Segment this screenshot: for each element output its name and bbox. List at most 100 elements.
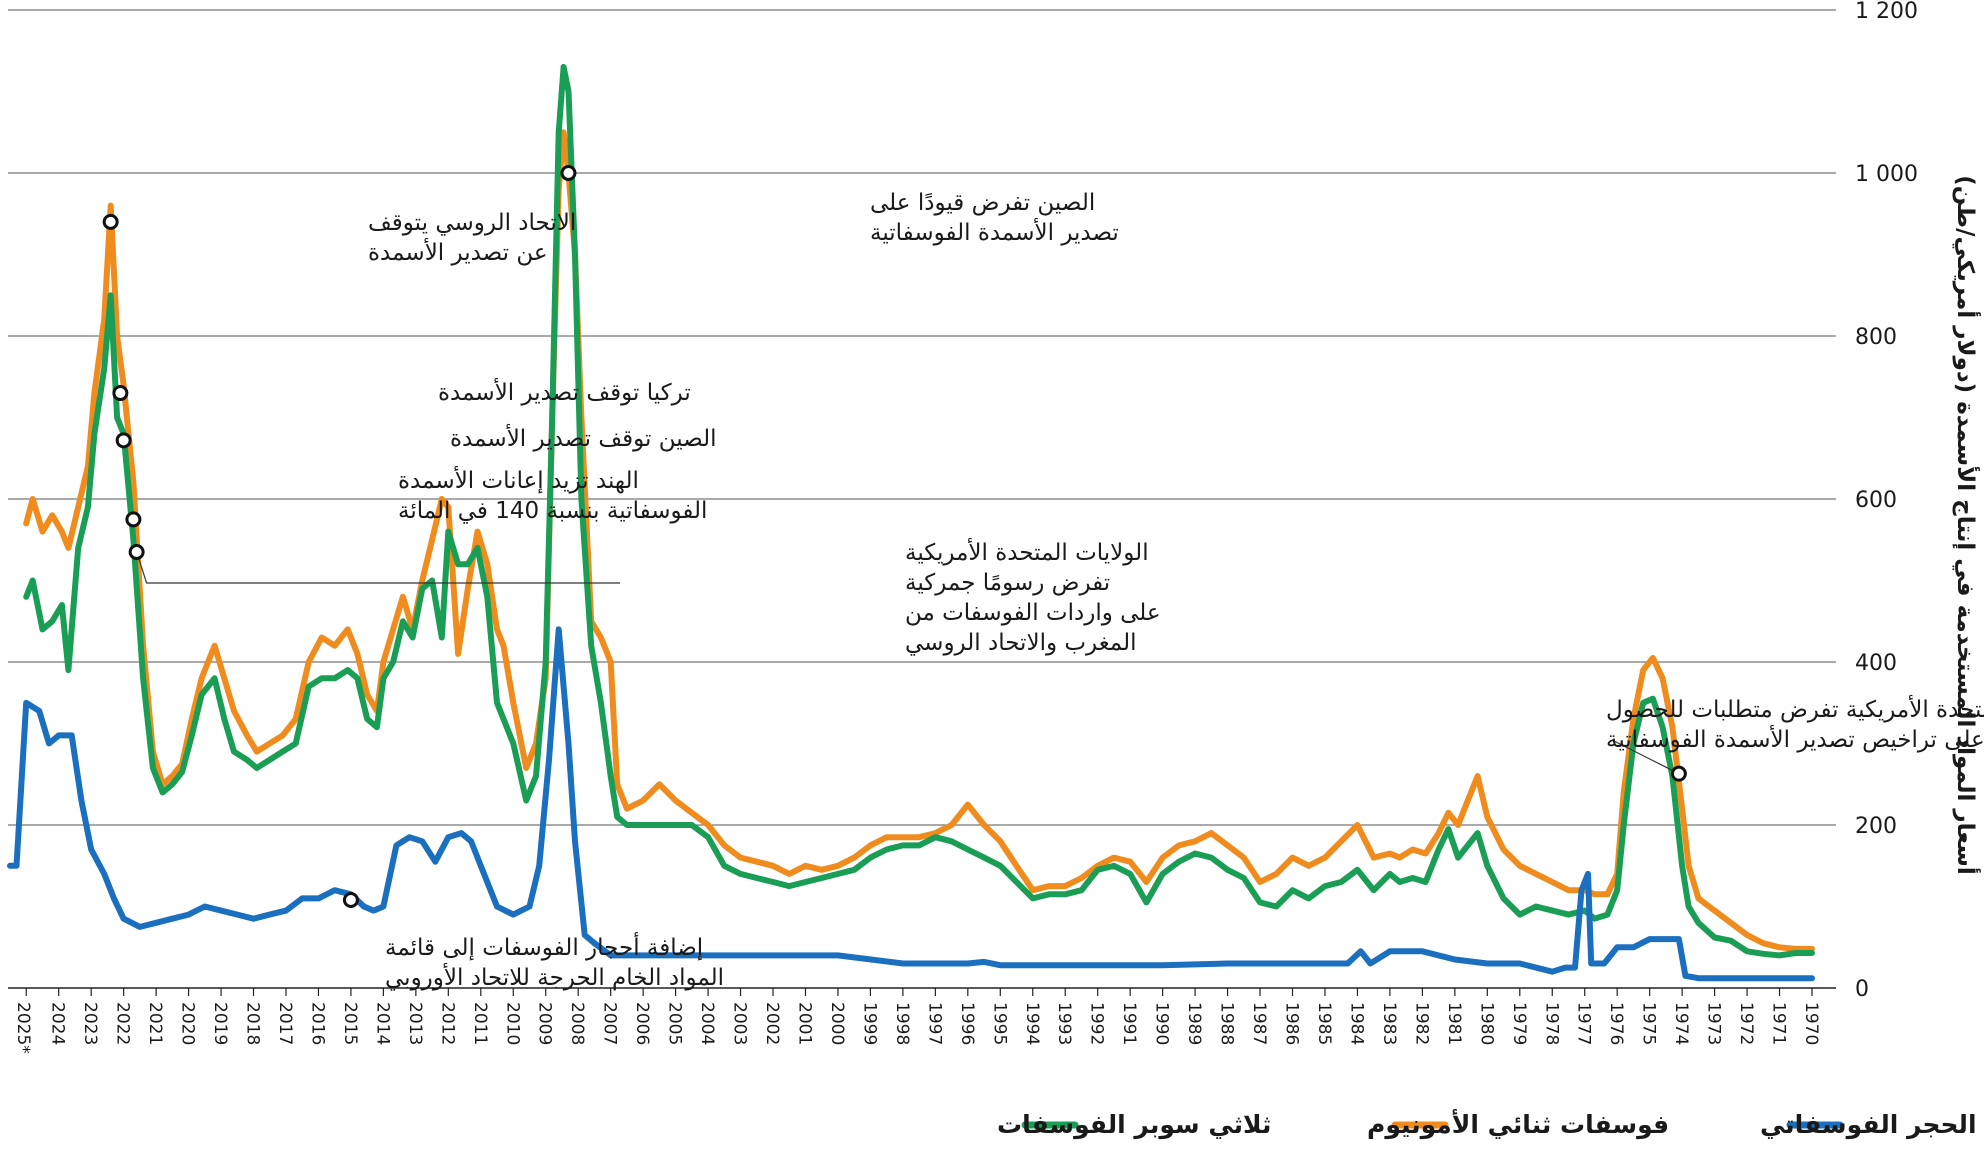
x-tick-label: 1984 bbox=[1346, 1002, 1366, 1045]
legend-label: فوسفات ثنائي الأمونيوم bbox=[1367, 1109, 1669, 1140]
x-tick-label: 2022 bbox=[113, 1002, 133, 1045]
x-tick-label: 1992 bbox=[1087, 1002, 1107, 1045]
x-tick-label: 1994 bbox=[1022, 1002, 1042, 1045]
x-tick-label: 1975 bbox=[1639, 1002, 1659, 1045]
annotation-text: الصين تفرض قيودًا على bbox=[870, 190, 1095, 216]
annotation-marker bbox=[115, 432, 132, 449]
leader-line bbox=[136, 551, 620, 584]
grid-lines bbox=[8, 9, 1836, 989]
x-tick-label: 2017 bbox=[275, 1002, 295, 1045]
series-line-2 bbox=[7, 626, 1815, 982]
x-tick-label: 1995 bbox=[989, 1002, 1009, 1045]
x-tick-label: 1989 bbox=[1184, 1002, 1204, 1045]
x-tick-label: 2018 bbox=[243, 1002, 263, 1045]
x-tick-label: 2014 bbox=[372, 1002, 392, 1045]
x-tick-label: 2007 bbox=[600, 1002, 620, 1045]
annotation-text: الولايات المتحدة الأمريكية bbox=[905, 538, 1149, 566]
x-tick-label: 2004 bbox=[697, 1002, 717, 1045]
x-tick-label: 1978 bbox=[1541, 1002, 1561, 1045]
annotation-text: الولايات المتحدة الأمريكية تفرض متطلبات … bbox=[1606, 695, 1984, 723]
y-tick-label: 400 bbox=[1855, 651, 1897, 676]
annotation-text: تصدير الأسمدة الفوسفاتية bbox=[870, 218, 1119, 246]
annotation-text: الهند تزيد إعانات الأسمدة bbox=[398, 466, 639, 494]
annotation-text: الاتحاد الروسي يتوقف bbox=[368, 210, 576, 236]
x-tick-label: 1991 bbox=[1119, 1002, 1139, 1045]
annotation-marker bbox=[1670, 765, 1687, 782]
legend-label: الحجر الفوسفاتي bbox=[1760, 1110, 1977, 1140]
annotation-marker bbox=[102, 213, 119, 230]
x-tick-label: 2024 bbox=[48, 1002, 68, 1045]
x-tick-label: 1985 bbox=[1314, 1002, 1334, 1045]
y-tick-label: 1 200 bbox=[1855, 0, 1918, 24]
x-tick-label: 2006 bbox=[632, 1002, 652, 1045]
axes: 0 200 400 600 800 1 000 1 200 1970 1971 1972 1973 1… bbox=[13, 0, 1918, 1054]
leader-line bbox=[1611, 739, 1680, 775]
annotation-text: على واردات الفوسفات من bbox=[905, 600, 1161, 626]
x-tick-label: 1970 bbox=[1801, 1002, 1821, 1045]
x-tick-label: 1972 bbox=[1736, 1002, 1756, 1045]
x-tick-label: 2009 bbox=[535, 1002, 555, 1045]
x-tick-label: 2020 bbox=[178, 1002, 198, 1045]
annotation-marker bbox=[128, 543, 145, 560]
x-tick-label: 2023 bbox=[80, 1002, 100, 1045]
x-tick-label: 1971 bbox=[1769, 1002, 1789, 1045]
x-tick-label: 2011 bbox=[470, 1002, 490, 1045]
annotation-text: عن تصدير الأسمدة bbox=[368, 238, 548, 266]
x-tick-label: 1990 bbox=[1152, 1002, 1172, 1045]
x-tick-label: 2005 bbox=[665, 1002, 685, 1045]
x-tick-label: 1982 bbox=[1411, 1002, 1431, 1045]
series-line-0 bbox=[23, 64, 1815, 959]
y-tick-label: 1 000 bbox=[1855, 162, 1918, 187]
x-tick-label: 1974 bbox=[1671, 1002, 1691, 1045]
x-tick-label: 1980 bbox=[1476, 1002, 1496, 1045]
x-tick-label: 2008 bbox=[567, 1002, 587, 1045]
x-tick-label: 1996 bbox=[957, 1002, 977, 1045]
x-tick-label: 1979 bbox=[1509, 1002, 1529, 1045]
x-tick-label: 1999 bbox=[859, 1002, 879, 1045]
annotation-text: الفوسفاتية بنسبة 140 في المائة bbox=[398, 498, 707, 524]
annotation-text: الصين توقف تصدير الأسمدة bbox=[450, 424, 717, 452]
x-tick-label: 1993 bbox=[1054, 1002, 1074, 1045]
annotation-text: المواد الخام الحرجة للاتحاد الأوروبي bbox=[385, 963, 724, 991]
x-tick-label: 2001 bbox=[794, 1002, 814, 1045]
x-tick-label: 2002 bbox=[762, 1002, 782, 1045]
annotation-marker bbox=[125, 511, 142, 528]
annotation-marker bbox=[112, 385, 129, 402]
x-tick-label: 1981 bbox=[1444, 1002, 1464, 1045]
annotation-text: المغرب والاتحاد الروسي bbox=[905, 630, 1137, 656]
x-tick-label: 2010 bbox=[502, 1002, 522, 1045]
annotation-marker bbox=[342, 891, 359, 908]
x-tick-label: 1997 bbox=[924, 1002, 944, 1045]
x-tick-label: 2003 bbox=[730, 1002, 750, 1045]
y-axis-title: أسعار المواد المستخدمة في إنتاج الأسمدة … bbox=[1952, 175, 1982, 875]
annotation-text: تركيا توقف تصدير الأسمدة bbox=[438, 378, 691, 406]
x-tick-label: 1987 bbox=[1249, 1002, 1269, 1045]
series-line-1 bbox=[23, 129, 1815, 952]
series-lines bbox=[7, 64, 1815, 982]
y-tick-label: 0 bbox=[1855, 977, 1869, 1002]
x-tick-label: 2019 bbox=[210, 1002, 230, 1045]
x-tick-label: 1976 bbox=[1606, 1002, 1626, 1045]
x-tick-label: 1973 bbox=[1704, 1002, 1724, 1045]
annotation-markers bbox=[102, 165, 1687, 908]
x-tick-label: 2013 bbox=[405, 1002, 425, 1045]
y-tick-label: 800 bbox=[1855, 325, 1897, 350]
x-tick-label: 2012 bbox=[437, 1002, 457, 1045]
x-tick-label: 1983 bbox=[1379, 1002, 1399, 1045]
legend: الحجر الفوسفاتي فوسفات ثنائي الأمونيوم ثلا… bbox=[997, 1109, 1977, 1140]
x-tick-label: 1998 bbox=[892, 1002, 912, 1045]
x-tick-label: 1988 bbox=[1217, 1002, 1237, 1045]
y-tick-label: 200 bbox=[1855, 814, 1897, 839]
x-tick-label: 2025* bbox=[13, 1002, 33, 1054]
y-tick-label: 600 bbox=[1855, 488, 1897, 513]
x-tick-label: 1977 bbox=[1574, 1002, 1594, 1045]
x-tick-label: 1986 bbox=[1282, 1002, 1302, 1045]
annotation-text: إضافة أحجار الفوسفات إلى قائمة bbox=[385, 932, 703, 961]
x-tick-label: 2021 bbox=[145, 1002, 165, 1045]
annotation-text: على تراخيص تصدير الأسمدة الفوسفاتية bbox=[1606, 725, 1984, 753]
annotation-text: تفرض رسومًا جمركية bbox=[905, 570, 1110, 596]
annotation-marker bbox=[560, 165, 577, 181]
